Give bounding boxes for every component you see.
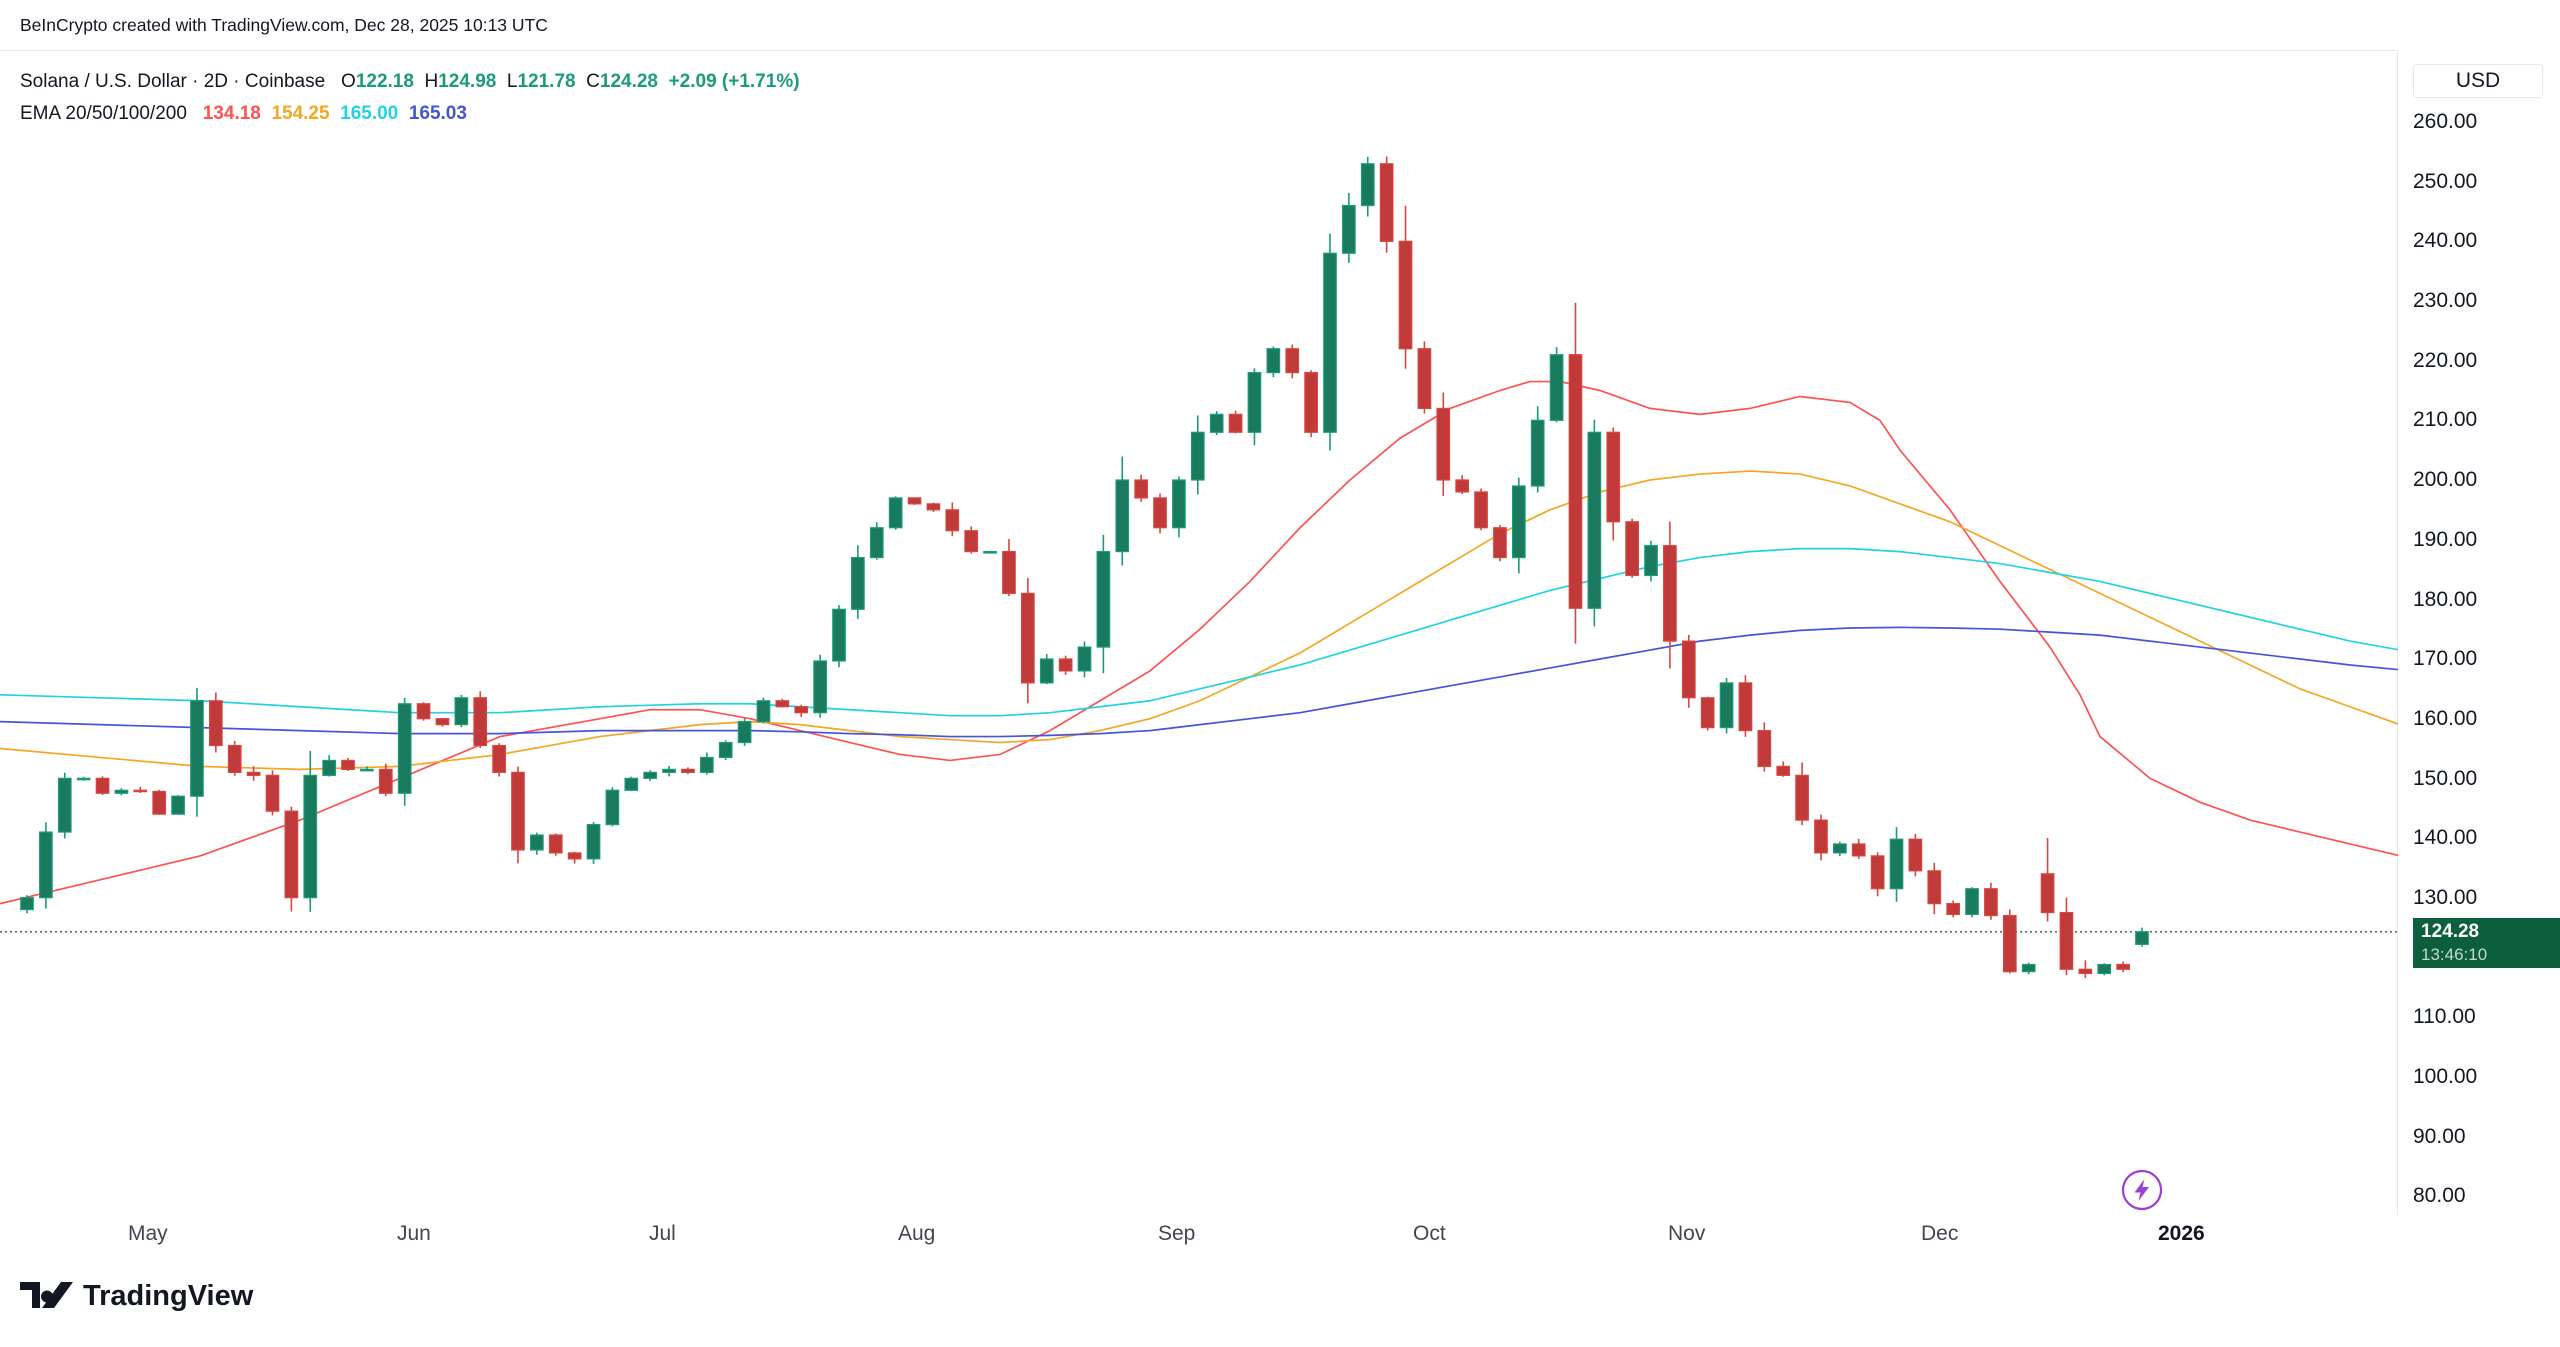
svg-text:TradingView: TradingView: [83, 1280, 254, 1312]
